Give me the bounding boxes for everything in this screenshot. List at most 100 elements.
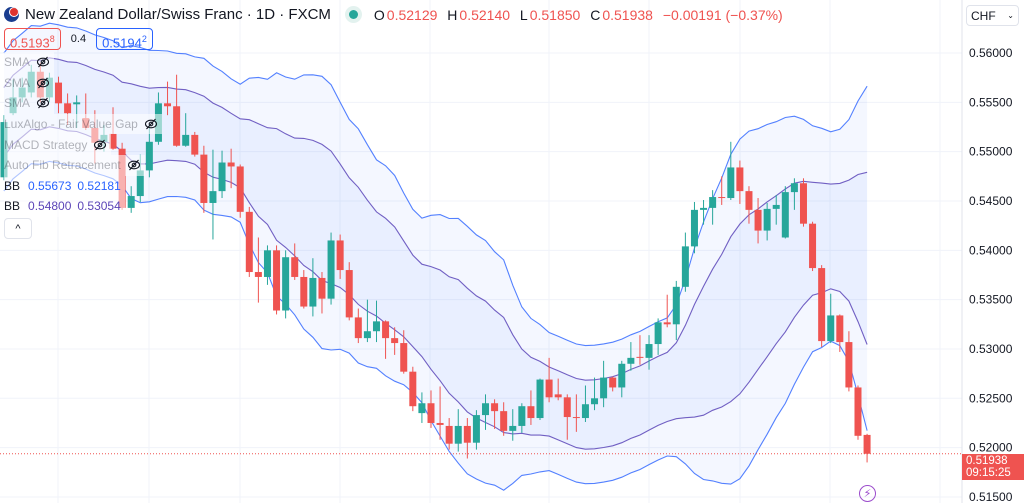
candle	[236, 164, 244, 218]
currency-value: CHF	[971, 8, 996, 23]
candle-body	[636, 356, 644, 358]
legend-item-sma-1[interactable]: SMA	[4, 52, 55, 73]
currency-select[interactable]: CHF ⌄	[966, 5, 1019, 26]
y-tick-label: 0.55000	[969, 145, 1013, 159]
candle-body	[690, 209, 698, 247]
candle	[300, 270, 308, 309]
legend-item-auto-fib[interactable]: Auto Fib Retracement	[4, 154, 145, 176]
eye-off-icon[interactable]	[36, 76, 50, 90]
candle	[173, 74, 181, 147]
candle	[273, 245, 281, 315]
candle-body	[718, 197, 726, 199]
candle-body	[391, 338, 399, 344]
sell-button[interactable]: 0.51938	[4, 28, 61, 50]
candle	[572, 394, 580, 432]
candle	[436, 386, 444, 440]
candle	[409, 366, 417, 412]
candle	[509, 409, 517, 441]
eye-off-icon[interactable]	[127, 158, 141, 172]
candle	[700, 200, 708, 225]
candle	[391, 327, 399, 355]
candle	[545, 357, 553, 403]
close-label: C	[590, 6, 601, 23]
high-label: H	[447, 6, 458, 23]
candle-body	[627, 357, 635, 364]
candle-body	[554, 394, 562, 398]
buy-button[interactable]: 0.51942	[96, 28, 153, 50]
candle	[799, 178, 807, 227]
candle	[209, 149, 217, 240]
legend-item-sma-3[interactable]: SMA	[4, 93, 55, 114]
candle	[472, 410, 480, 450]
eye-off-icon[interactable]	[36, 96, 50, 110]
candle	[645, 335, 653, 370]
candle-body	[436, 422, 444, 425]
candle-body	[427, 403, 435, 423]
candle-body	[654, 322, 662, 345]
candle	[554, 378, 562, 401]
candle-body	[191, 134, 199, 155]
candle-body	[700, 207, 708, 210]
collapse-legend-button[interactable]: ^	[4, 218, 32, 239]
candle-body	[109, 133, 117, 149]
eye-off-icon[interactable]	[93, 138, 107, 152]
candle-body	[863, 434, 871, 454]
legend-item-bb-2[interactable]: BB 0.54800 0.53054	[4, 196, 125, 217]
candle-body	[845, 342, 853, 388]
symbol-title[interactable]: New Zealand Dollar/Swiss Franc · 1D · FX…	[25, 6, 331, 23]
candle-body	[73, 102, 81, 105]
candle	[836, 314, 844, 352]
market-open-status-icon	[348, 10, 358, 19]
open-label: O	[373, 6, 385, 23]
candle-body	[318, 277, 326, 299]
candle-body	[681, 246, 689, 287]
candle	[763, 202, 771, 241]
candle-body	[618, 363, 626, 388]
candle	[482, 394, 490, 430]
legend-item-macd-strategy[interactable]: MACD Strategy	[4, 134, 112, 155]
candle-body	[282, 257, 290, 311]
candle-body	[781, 192, 789, 238]
candle	[218, 150, 226, 199]
candle-body	[799, 183, 807, 224]
candle-body	[500, 411, 508, 431]
candle-body	[327, 240, 335, 299]
eye-off-icon[interactable]	[36, 55, 50, 69]
candle-body	[418, 403, 426, 414]
candle-body	[545, 379, 553, 398]
candle-body	[591, 398, 599, 405]
legend-item-luxalgo-fvg[interactable]: LuxAlgo - Fair Value Gap	[4, 113, 162, 135]
candle-body	[454, 425, 462, 444]
ohlc-readout: O 0.52129 H 0.52140 L 0.51850 C 0.51938 −0.0…	[374, 7, 789, 23]
low-label: L	[519, 6, 528, 23]
legend-item-sma-2[interactable]: SMA	[4, 72, 55, 94]
candle-body	[200, 154, 208, 203]
legend-item-bb-1[interactable]: BB 0.55673 0.52181	[4, 175, 125, 197]
candle-body	[218, 162, 226, 192]
spread-value: 0.4	[70, 33, 87, 45]
candle-body	[164, 103, 172, 107]
candle	[345, 262, 353, 321]
candle	[182, 113, 190, 147]
candle-body	[491, 403, 499, 412]
lightning-icon[interactable]: ⚡︎	[859, 485, 876, 502]
candle	[718, 176, 726, 205]
candle	[164, 81, 172, 116]
candle	[772, 195, 780, 225]
candle	[627, 342, 635, 371]
candle	[191, 131, 199, 157]
candle	[845, 331, 853, 392]
candle	[672, 280, 680, 341]
candle-body	[563, 397, 571, 418]
candle-body	[236, 166, 244, 212]
y-tick-label: 0.51500	[969, 490, 1013, 503]
candle	[654, 318, 662, 355]
candle	[863, 433, 871, 463]
candle-body	[709, 197, 717, 208]
candle-body	[790, 183, 798, 193]
change-value: −0.00191 (−0.37%)	[662, 6, 783, 23]
candle-body	[182, 134, 190, 146]
candle	[427, 390, 435, 428]
eye-off-icon[interactable]	[144, 117, 158, 131]
